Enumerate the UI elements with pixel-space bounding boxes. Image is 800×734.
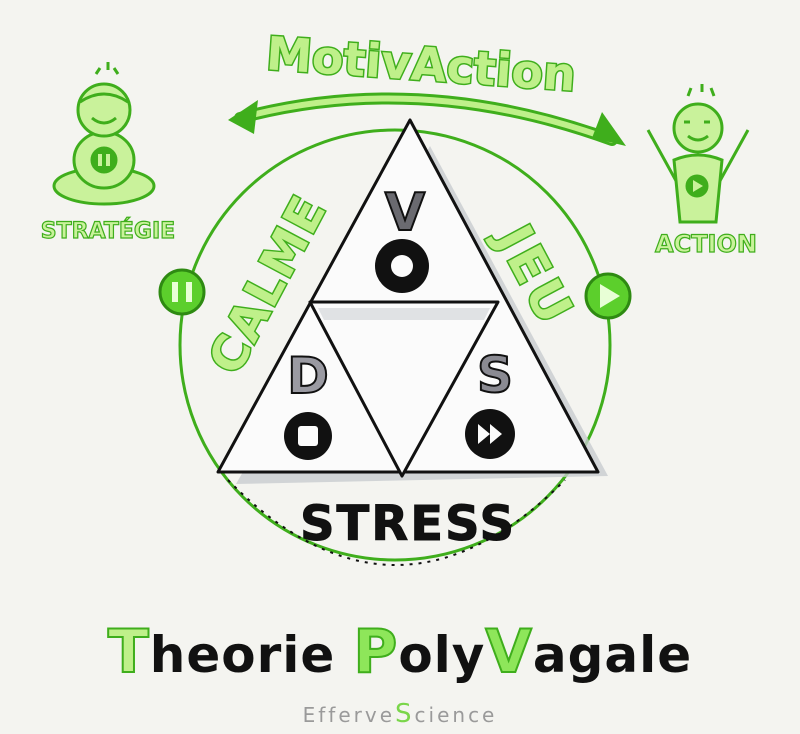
brand-part-2: cience: [415, 703, 498, 727]
outer-circle: [178, 128, 612, 562]
fast-forward-icon: [465, 409, 515, 459]
stop-icon: [284, 412, 332, 460]
title-word-3: agale: [533, 626, 692, 684]
banner-arrow-right-head: [592, 112, 626, 146]
inner-shadow: [318, 308, 490, 320]
figure-head: [76, 82, 132, 138]
banner-text: MotivAction: [265, 26, 578, 102]
stress-dotted-arc: [227, 479, 566, 566]
inner-triangle: [308, 300, 500, 478]
record-icon: [375, 239, 429, 293]
motivaction-banner: MotivAction: [228, 25, 626, 146]
action-label: ACTION: [655, 230, 757, 258]
meditating-figure: [52, 62, 156, 206]
dorsal-letter: D: [287, 347, 329, 405]
title-word-2: oly: [398, 626, 485, 684]
title-initial-v: V: [485, 617, 532, 687]
outer-triangle: [216, 118, 600, 474]
brand-initial: S: [395, 699, 415, 729]
sympathetic-letter: S: [477, 346, 513, 404]
title-word-1: heorie: [150, 626, 336, 684]
cheering-figure: [646, 84, 750, 224]
banner-arrow-left-head: [228, 100, 258, 134]
title-initial-t: T: [108, 617, 150, 687]
brand-part-1: Efferve: [303, 703, 395, 727]
ventral-letter: V: [385, 183, 425, 243]
page-title: Theorie PolyVagale: [108, 617, 692, 687]
brand-footer: EfferveScience: [303, 699, 498, 729]
pause-node: [158, 268, 206, 316]
strategie-label: STRATÉGIE: [41, 218, 175, 244]
stress-label: STRESS: [300, 496, 516, 552]
play-node: [584, 272, 632, 320]
figure-head: [672, 102, 724, 154]
title-initial-p: P: [353, 617, 398, 687]
